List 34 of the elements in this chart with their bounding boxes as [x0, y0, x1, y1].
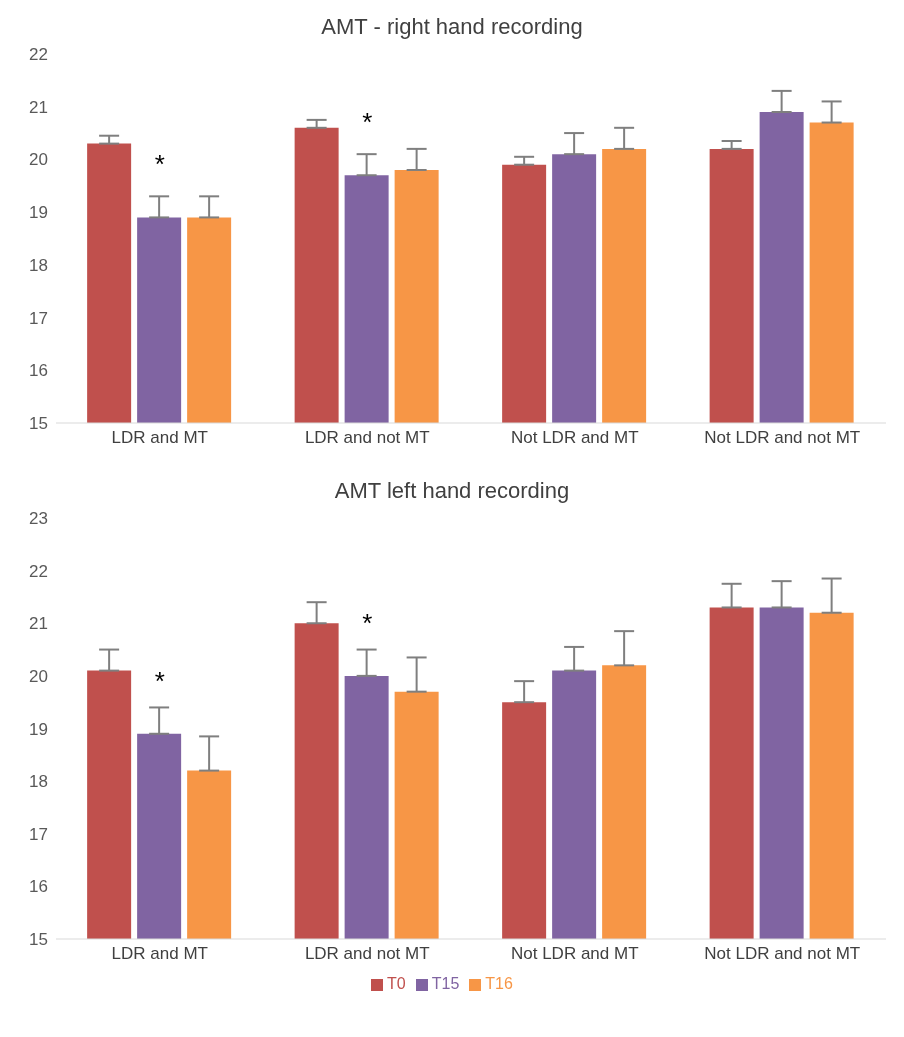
- y-tick-label: 16: [29, 877, 48, 897]
- y-tick-label: 20: [29, 150, 48, 170]
- y-tick-label: 18: [29, 255, 48, 275]
- y-tick-label: 21: [29, 97, 48, 117]
- x-tick-label: Not LDR and MT: [510, 944, 639, 964]
- y-tick-label: 16: [29, 361, 48, 381]
- annotation: *: [154, 665, 165, 696]
- legend-label: T16: [485, 975, 513, 992]
- y-tick-label: 19: [29, 719, 48, 739]
- y-tick-label: 15: [29, 414, 48, 434]
- x-tick-label: Not LDR and MT: [510, 428, 639, 448]
- y-tick-label: 21: [29, 614, 48, 634]
- y-tick-label: 20: [29, 666, 48, 686]
- y-tick-label: 19: [29, 203, 48, 223]
- y-tick-label: 17: [29, 308, 48, 328]
- x-tick-label: LDR and MT: [111, 428, 208, 448]
- x-tick-label: LDR and not MT: [304, 428, 430, 448]
- annotation: *: [154, 149, 165, 180]
- x-tick-label: LDR and not MT: [304, 944, 430, 964]
- x-tick-label: Not LDR and not MT: [704, 428, 861, 448]
- y-tick-label: 22: [29, 561, 48, 581]
- y-tick-label: 17: [29, 824, 48, 844]
- legend-label: T15: [431, 975, 460, 992]
- y-tick-label: 18: [29, 772, 48, 792]
- y-tick-label: 23: [29, 509, 48, 529]
- chart-title: AMT - right hand recording: [320, 14, 584, 40]
- annotation: *: [362, 107, 373, 138]
- y-tick-label: 22: [29, 45, 48, 65]
- chart-title: AMT left hand recording: [333, 478, 571, 504]
- x-tick-label: Not LDR and not MT: [704, 944, 861, 964]
- y-tick-label: 15: [29, 930, 48, 950]
- x-tick-label: LDR and MT: [111, 944, 208, 964]
- annotation: *: [362, 607, 373, 638]
- legend-label: T0: [387, 975, 406, 992]
